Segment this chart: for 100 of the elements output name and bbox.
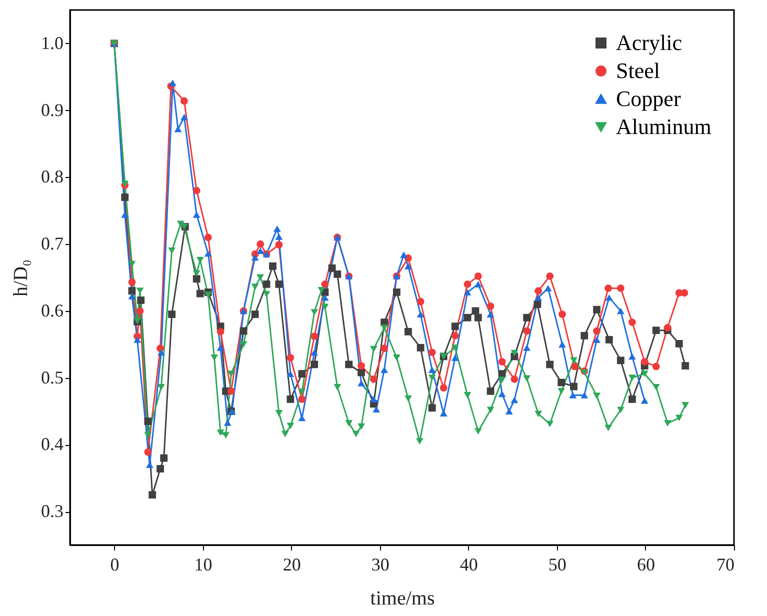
point: [474, 280, 482, 288]
point: [128, 293, 136, 300]
point: [380, 366, 388, 373]
point: [404, 262, 412, 270]
point: [604, 424, 612, 432]
point: [196, 290, 204, 298]
point: [451, 332, 459, 340]
point: [451, 322, 459, 330]
point: [269, 262, 276, 270]
point: [652, 362, 660, 370]
point: [400, 252, 408, 258]
point: [157, 384, 165, 390]
point: [428, 374, 436, 382]
point: [510, 396, 518, 404]
point: [251, 284, 259, 290]
point: [486, 302, 494, 310]
point: [168, 80, 176, 86]
point: [286, 354, 294, 362]
point: [275, 241, 283, 248]
point: [605, 336, 613, 344]
point: [558, 378, 566, 386]
point: [286, 370, 294, 378]
point: [262, 291, 270, 298]
point: [380, 324, 388, 331]
y-tick-label: 0.8: [41, 166, 64, 187]
point: [505, 408, 513, 414]
point: [523, 375, 531, 382]
point: [321, 304, 329, 310]
point: [372, 406, 380, 412]
y-tick-label: 1.0: [41, 32, 64, 53]
point: [580, 392, 588, 398]
point: [358, 362, 365, 370]
y-tick-label: 0.4: [41, 434, 64, 454]
point: [546, 420, 554, 428]
point: [558, 310, 566, 318]
point: [370, 346, 378, 352]
point: [134, 336, 141, 343]
point: [192, 211, 200, 218]
point: [616, 284, 624, 292]
point: [616, 308, 624, 314]
x-tick-label: 0: [110, 554, 120, 574]
x-tick-label: 60: [636, 554, 655, 574]
x-tick-label: 10: [194, 554, 212, 574]
point: [298, 370, 306, 378]
point: [628, 318, 636, 326]
point: [210, 354, 218, 361]
point: [136, 307, 144, 315]
point: [546, 360, 554, 368]
point: [498, 358, 506, 366]
point: [605, 294, 613, 301]
point: [128, 260, 136, 268]
point: [192, 186, 200, 194]
point: [523, 327, 531, 335]
point: [256, 248, 264, 254]
point: [128, 278, 136, 286]
point: [416, 298, 424, 306]
y-tick-label: 0.6: [41, 300, 64, 320]
legend-label: Aluminum: [616, 114, 712, 139]
point: [192, 275, 200, 283]
point: [310, 349, 318, 356]
point: [318, 286, 326, 294]
point: [616, 406, 624, 414]
point: [380, 344, 388, 352]
point: [486, 311, 494, 318]
point: [358, 380, 365, 386]
point: [148, 491, 156, 499]
point: [256, 274, 264, 281]
point: [121, 194, 129, 201]
point: [160, 454, 168, 462]
point: [334, 384, 342, 390]
point: [534, 294, 542, 301]
point: [593, 306, 600, 314]
point: [204, 292, 212, 298]
point: [157, 349, 165, 356]
point: [334, 270, 342, 278]
x-axis-title: time/ms: [370, 588, 435, 610]
point: [640, 358, 648, 366]
point: [652, 326, 660, 334]
point: [604, 284, 612, 292]
legend-label: Steel: [616, 58, 660, 83]
point: [523, 344, 531, 351]
point: [486, 387, 494, 395]
point: [451, 344, 459, 351]
point: [240, 341, 248, 348]
point: [580, 332, 588, 340]
point: [510, 350, 518, 356]
point: [628, 374, 636, 382]
point: [192, 270, 200, 277]
point: [298, 388, 306, 396]
point: [474, 314, 482, 322]
point: [345, 420, 353, 426]
point: [196, 256, 204, 264]
point: [216, 429, 224, 436]
point: [664, 420, 672, 426]
point: [628, 396, 636, 403]
point: [640, 370, 648, 378]
point: [227, 370, 235, 378]
point: [146, 462, 154, 468]
point: [251, 254, 259, 261]
point: [523, 314, 531, 322]
